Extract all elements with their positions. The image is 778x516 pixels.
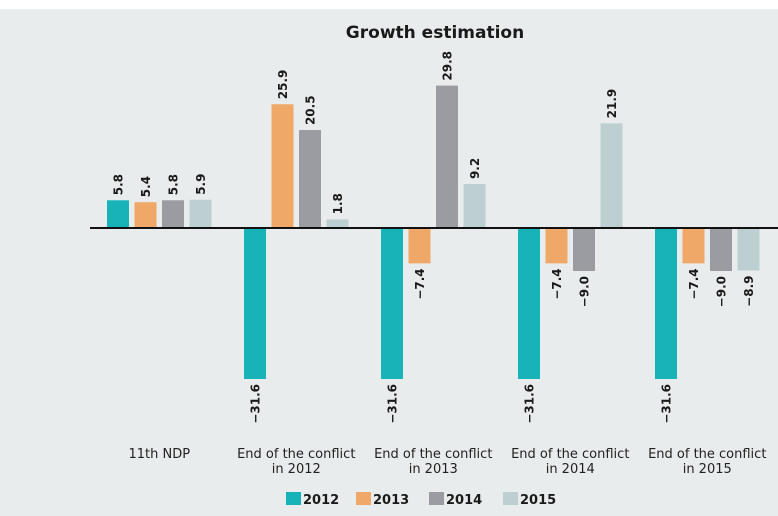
bar-2012-cat3	[518, 228, 540, 379]
bar-2013-cat3	[545, 228, 568, 264]
category-label-1-line1: in 2012	[272, 462, 321, 477]
bar-2013-cat2	[408, 228, 431, 264]
legend-label-2015: 2015	[520, 493, 556, 508]
value-label-2013-cat4: −7.4	[687, 268, 701, 299]
bar-2014-cat2	[436, 85, 458, 229]
bar-2015-cat3	[600, 123, 623, 228]
value-label-2015-cat0: 5.9	[194, 174, 208, 195]
bar-2014-cat1	[299, 130, 321, 228]
category-label-2-line0: End of the conflict	[374, 447, 492, 462]
bar-2012-cat2	[381, 228, 403, 379]
value-label-2012-cat3: −31.6	[523, 384, 537, 424]
category-label-3-line1: in 2014	[546, 462, 595, 477]
value-label-2015-cat4: −8.9	[742, 276, 756, 307]
legend-label-2014: 2014	[446, 493, 482, 508]
legend-swatch-2013	[356, 492, 371, 505]
value-label-2012-cat1: −31.6	[249, 384, 263, 424]
bar-2014-cat4	[710, 228, 732, 272]
value-label-2012-cat0: 5.8	[112, 174, 126, 195]
value-label-2013-cat0: 5.4	[139, 176, 153, 197]
legend-swatch-2015	[503, 492, 518, 505]
value-label-2015-cat3: 21.9	[605, 89, 619, 119]
bar-2014-cat0	[162, 200, 184, 228]
bars-group	[107, 85, 760, 379]
category-label-1-line0: End of the conflict	[237, 447, 355, 462]
value-label-2012-cat2: −31.6	[386, 384, 400, 424]
legend: 2012 2013 2014 2015	[286, 492, 556, 508]
value-label-2014-cat2: 29.8	[441, 51, 455, 81]
category-label-4-line0: End of the conflict	[648, 447, 766, 462]
value-label-2014-cat1: 20.5	[304, 95, 318, 125]
data-labels-group: 5.8 5.4 5.8 5.9 −31.6 25.9 20.5 1.8 −31.6 −7.4 29.…	[112, 51, 757, 424]
value-label-2013-cat3: −7.4	[550, 268, 564, 299]
legend-swatch-2014	[429, 492, 444, 505]
category-label-3-line0: End of the conflict	[511, 447, 629, 462]
chart-title: Growth estimation	[346, 23, 524, 43]
value-label-2015-cat2: 9.2	[468, 158, 482, 179]
category-label-0-line0: 11th NDP	[128, 447, 190, 462]
value-label-2013-cat1: 25.9	[276, 70, 290, 100]
category-label-2-line1: in 2013	[409, 462, 458, 477]
value-label-2015-cat1: 1.8	[331, 193, 345, 214]
bar-2012-cat0	[107, 200, 129, 228]
bar-2015-cat4	[737, 228, 760, 271]
value-label-2014-cat4: −9.0	[715, 276, 729, 307]
bar-2013-cat1	[271, 104, 294, 228]
category-label-4-line1: in 2015	[683, 462, 732, 477]
bar-2015-cat0	[189, 199, 212, 228]
bar-2012-cat1	[244, 228, 266, 379]
bar-2012-cat4	[655, 228, 677, 379]
legend-label-2013: 2013	[373, 493, 409, 508]
bar-2013-cat4	[682, 228, 705, 264]
legend-swatch-2012	[286, 492, 301, 505]
value-label-2014-cat0: 5.8	[167, 174, 181, 195]
bar-2015-cat2	[463, 184, 486, 228]
value-label-2012-cat4: −31.6	[660, 384, 674, 424]
legend-label-2012: 2012	[303, 493, 339, 508]
bar-2014-cat3	[573, 228, 595, 272]
value-label-2014-cat3: −9.0	[578, 276, 592, 307]
bar-2013-cat0	[134, 202, 157, 228]
bar-2015-cat1	[326, 219, 349, 228]
value-label-2013-cat2: −7.4	[413, 268, 427, 299]
